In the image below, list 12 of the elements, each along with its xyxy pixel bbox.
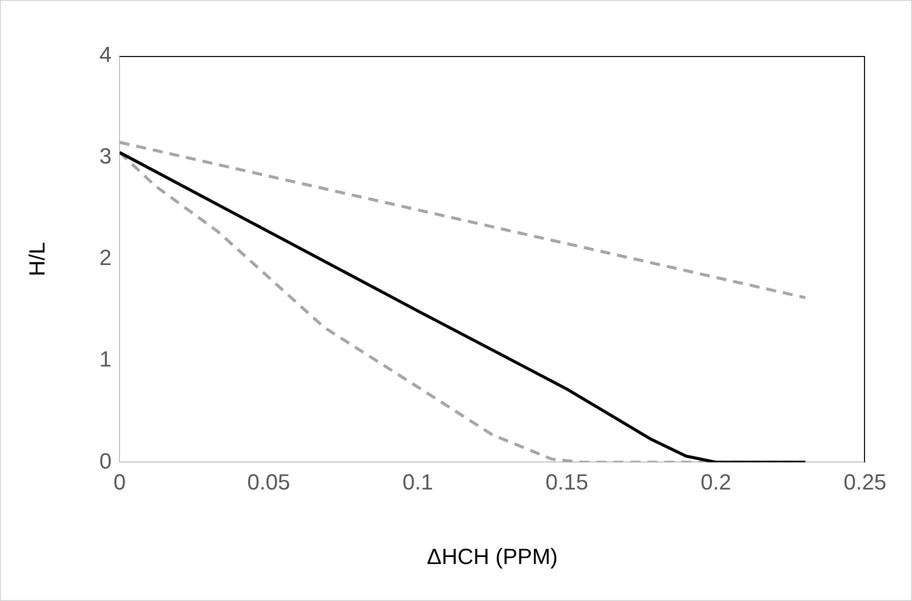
x-tick-label: 0.15 (545, 469, 588, 494)
x-tick-label: 0.2 (700, 469, 732, 494)
x-tick-label: 0.25 (844, 469, 886, 494)
y-tick-label: 0 (99, 448, 112, 474)
x-tick-label: 0.1 (402, 469, 434, 494)
y-tick-label: 1 (99, 346, 112, 372)
y-axis-title: H/L (24, 242, 50, 276)
x-axis-title: ΔHCH (PPM) (426, 544, 558, 569)
x-tick-label: 0.05 (247, 469, 290, 494)
y-tick-label: 4 (99, 42, 112, 68)
y-tick-label: 3 (99, 144, 112, 169)
y-tick-label: 2 (99, 245, 112, 270)
